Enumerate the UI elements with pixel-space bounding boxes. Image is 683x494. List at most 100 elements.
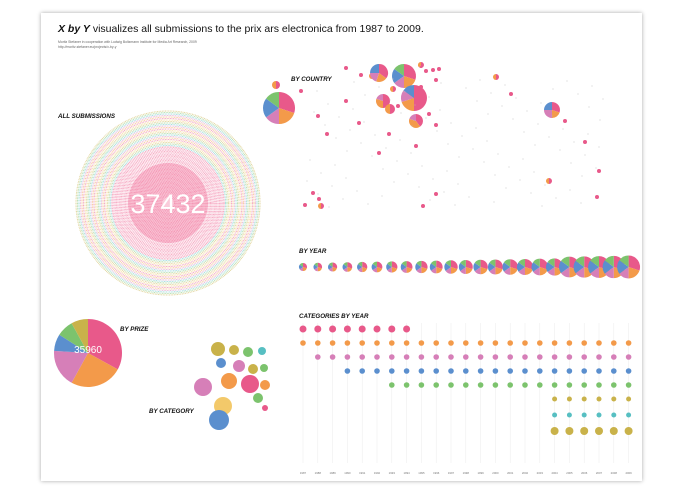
category-year-bubble <box>389 340 395 346</box>
submission-ring <box>103 138 233 268</box>
submission-ring <box>90 125 246 281</box>
country-bubble-slice <box>303 203 307 207</box>
submission-ring <box>115 150 221 256</box>
country-dot <box>367 203 369 205</box>
category-year-bubble <box>359 354 366 360</box>
country-dot <box>436 130 438 132</box>
by-year-row <box>298 255 641 279</box>
category-year-bubble <box>315 340 321 346</box>
country-dot <box>486 140 488 142</box>
category-year-bubble <box>581 354 587 360</box>
year-bubble-slice <box>561 267 570 278</box>
year-bubble-slice <box>573 260 585 274</box>
year-axis-label: 1987 <box>300 471 307 475</box>
submission-ring <box>81 116 255 290</box>
year-bubble-slice <box>415 263 422 271</box>
country-bubble-slice <box>390 104 395 114</box>
country-bubble-slice <box>376 73 387 82</box>
category-year-bubble <box>492 368 499 374</box>
year-bubble-slice <box>495 267 503 275</box>
country-bubble-slice <box>493 74 496 80</box>
year-bubble-slice <box>602 260 614 274</box>
category-year-bubble <box>552 412 558 418</box>
country-dot <box>559 149 561 151</box>
year-axis-label: 2003 <box>537 471 544 475</box>
country-dot <box>548 136 550 138</box>
category-year-bubble <box>374 368 380 374</box>
country-bubble-slice <box>404 76 416 88</box>
year-bubble-slice <box>561 256 570 267</box>
year-bubble <box>415 260 428 274</box>
category-year-bubble <box>329 325 337 333</box>
category-year-bubble <box>565 427 574 435</box>
country-bubble-slice <box>317 197 321 201</box>
year-bubble-slice <box>371 263 377 271</box>
country-bubble-slice <box>385 104 390 114</box>
year-bubble-slice <box>590 256 599 267</box>
submission-ring <box>88 123 248 283</box>
country-dot <box>320 172 322 174</box>
section-by-year: BY YEAR <box>299 248 327 255</box>
country-bubble-slice <box>276 81 280 89</box>
country-dot <box>519 179 521 181</box>
year-bubble-slice <box>362 267 368 273</box>
country-dot <box>534 144 536 146</box>
year-bubble-slice <box>436 267 443 274</box>
country-dot <box>598 146 600 148</box>
country-bubble <box>424 69 428 73</box>
country-dot <box>566 80 568 82</box>
category-year-bubble <box>611 354 617 360</box>
country-dot <box>425 117 427 119</box>
category-year-bubble <box>595 427 603 435</box>
country-dot <box>349 129 351 131</box>
year-bubble-slice <box>604 255 614 267</box>
category-bubble <box>258 347 266 355</box>
submission-ring <box>118 153 218 253</box>
year-axis-labels: 1987 1988 1989 1990 1991 1992 1993 1994 1995 1996… <box>300 471 632 475</box>
submission-ring <box>106 141 230 265</box>
country-dot <box>327 103 329 105</box>
country-bubble <box>401 84 427 111</box>
submission-ring <box>76 111 260 295</box>
section-all-submissions: ALL SUBMISSIONS <box>58 113 115 120</box>
category-year-bubble <box>596 412 602 418</box>
country-bubble <box>377 151 381 155</box>
country-bubble-slice <box>424 69 428 73</box>
country-bubble-slice <box>392 68 404 84</box>
year-bubble-slice <box>510 259 518 270</box>
country-dot <box>432 178 434 180</box>
year-bubble-slice <box>328 267 333 272</box>
country-dot <box>364 94 366 96</box>
country-dot <box>443 191 445 193</box>
country-bubble-slice <box>409 113 416 121</box>
country-dot <box>497 153 499 155</box>
year-bubble-slice <box>387 261 392 267</box>
category-year-bubble <box>403 325 411 333</box>
country-bubble-slice <box>544 102 552 110</box>
country-dot <box>552 88 554 90</box>
category-year-bubble <box>551 382 558 388</box>
year-bubble-slice <box>391 267 398 273</box>
country-bubble-slice <box>357 121 361 125</box>
category-year-bubble <box>581 368 587 374</box>
category-year-bubble <box>329 354 336 360</box>
category-year-bubble <box>537 368 543 374</box>
country-bubble <box>318 203 324 209</box>
year-bubble-slice <box>317 262 323 269</box>
country-dot <box>541 205 543 207</box>
submission-ring <box>129 164 207 242</box>
country-dot <box>450 122 452 124</box>
country-dot <box>429 199 431 201</box>
country-dot <box>587 133 589 135</box>
category-year-bubble <box>403 340 410 346</box>
category-year-bubble <box>463 382 469 388</box>
year-bubble <box>371 261 383 273</box>
category-year-bubble <box>626 396 632 402</box>
year-bubble-slice <box>518 267 525 276</box>
category-year-bubble <box>550 427 559 435</box>
submission-ring <box>97 132 239 274</box>
category-year-bubble <box>388 325 396 333</box>
country-bubble <box>357 121 361 125</box>
year-bubble <box>429 260 443 274</box>
category-year-bubble <box>611 340 617 346</box>
